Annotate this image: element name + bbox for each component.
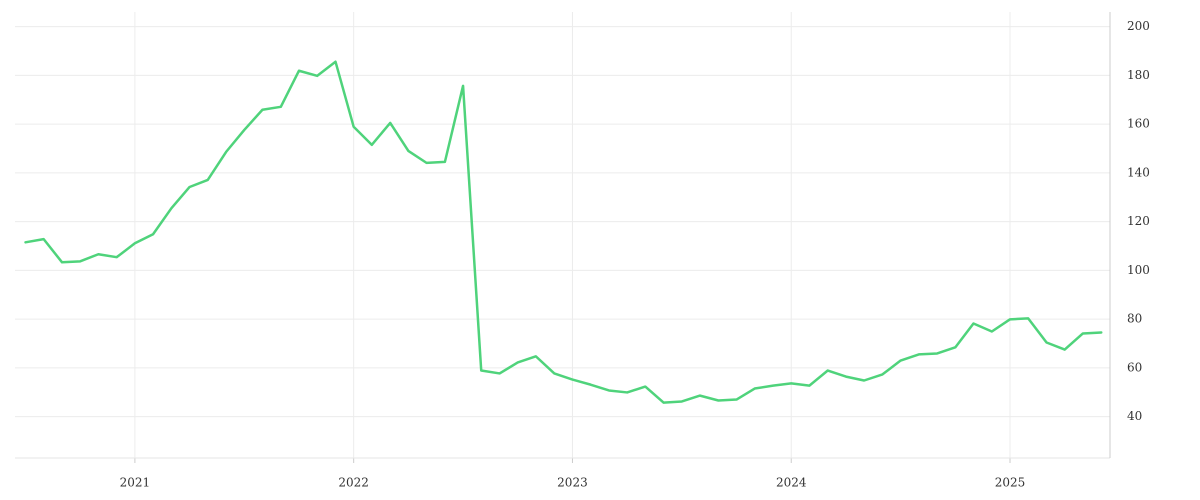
x-tick-label: 2021 — [120, 476, 151, 490]
y-tick-label: 100 — [1127, 263, 1150, 277]
y-tick-label: 180 — [1127, 68, 1150, 82]
line — [24, 60, 1103, 404]
y-tick-label: 80 — [1127, 312, 1142, 326]
y-tick-label: 200 — [1127, 19, 1150, 33]
x-tick-label: 2023 — [557, 476, 588, 490]
y-tick-label: 140 — [1127, 165, 1150, 179]
x-tick-label: 2024 — [776, 476, 807, 490]
x-tick-label: 2025 — [995, 476, 1026, 490]
y-tick-label: 160 — [1127, 117, 1150, 131]
y-tick-label: 40 — [1127, 409, 1142, 423]
x-tick-label: 2022 — [338, 476, 369, 490]
y-tick-label: 60 — [1127, 360, 1142, 374]
y-tick-label: 120 — [1127, 214, 1150, 228]
